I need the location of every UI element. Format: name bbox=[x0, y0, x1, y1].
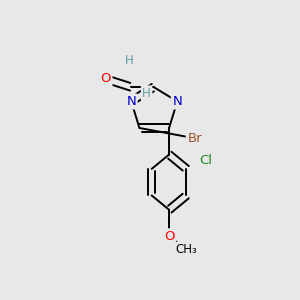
Text: Cl: Cl bbox=[200, 154, 212, 167]
Text: N: N bbox=[126, 95, 136, 108]
Text: Br: Br bbox=[187, 132, 202, 145]
Text: N: N bbox=[172, 95, 182, 108]
Text: CH₃: CH₃ bbox=[176, 243, 197, 256]
Text: O: O bbox=[100, 72, 111, 86]
Text: O: O bbox=[164, 230, 174, 243]
Text: H: H bbox=[142, 87, 151, 100]
Text: H: H bbox=[125, 54, 134, 67]
